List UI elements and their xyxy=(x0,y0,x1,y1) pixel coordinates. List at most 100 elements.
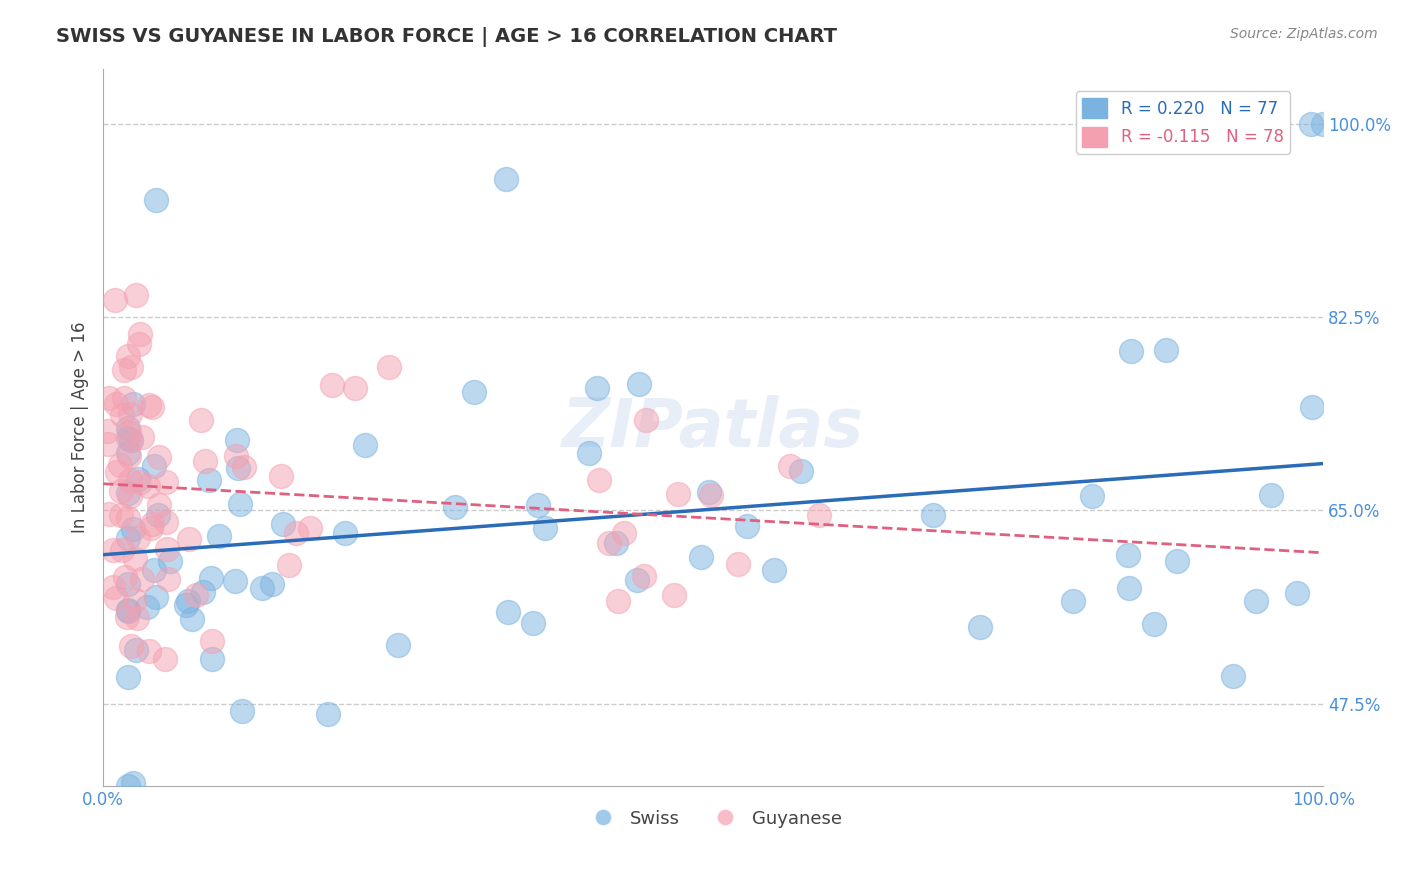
Text: ZIPatlas: ZIPatlas xyxy=(562,394,865,460)
Point xyxy=(522,616,544,631)
Point xyxy=(298,521,321,535)
Text: SWISS VS GUYANESE IN LABOR FORCE | AGE > 16 CORRELATION CHART: SWISS VS GUYANESE IN LABOR FORCE | AGE >… xyxy=(56,27,837,46)
Point xyxy=(118,408,141,422)
Point xyxy=(138,643,160,657)
Point xyxy=(120,639,142,653)
Point xyxy=(145,590,167,604)
Point xyxy=(136,599,159,614)
Point xyxy=(129,475,152,489)
Point xyxy=(117,421,139,435)
Point xyxy=(779,458,801,473)
Point xyxy=(146,508,169,522)
Point xyxy=(198,473,221,487)
Point xyxy=(463,384,485,399)
Point xyxy=(111,408,134,422)
Point xyxy=(208,529,231,543)
Point xyxy=(201,634,224,648)
Point xyxy=(201,652,224,666)
Point xyxy=(129,327,152,342)
Point xyxy=(278,558,301,572)
Point xyxy=(139,521,162,535)
Point xyxy=(131,572,153,586)
Point xyxy=(117,485,139,500)
Point xyxy=(157,573,180,587)
Point xyxy=(155,475,177,489)
Point xyxy=(585,381,607,395)
Point xyxy=(1299,117,1322,131)
Point xyxy=(527,499,550,513)
Point xyxy=(626,573,648,587)
Point xyxy=(141,517,163,532)
Point xyxy=(495,172,517,186)
Point xyxy=(159,553,181,567)
Point xyxy=(131,430,153,444)
Point xyxy=(128,337,150,351)
Point xyxy=(120,474,142,488)
Point xyxy=(578,446,600,460)
Point xyxy=(284,525,307,540)
Point xyxy=(97,437,120,451)
Point xyxy=(588,474,610,488)
Point xyxy=(117,670,139,684)
Point xyxy=(120,434,142,448)
Point xyxy=(112,391,135,405)
Point xyxy=(762,563,785,577)
Point xyxy=(270,469,292,483)
Point xyxy=(117,602,139,616)
Point xyxy=(190,412,212,426)
Point xyxy=(200,571,222,585)
Point xyxy=(117,780,139,794)
Point xyxy=(110,508,132,522)
Point xyxy=(124,592,146,607)
Point xyxy=(598,536,620,550)
Point xyxy=(96,424,118,438)
Point xyxy=(104,591,127,606)
Point xyxy=(127,472,149,486)
Point xyxy=(226,461,249,475)
Point xyxy=(605,535,627,549)
Point xyxy=(141,400,163,414)
Point xyxy=(117,531,139,545)
Point xyxy=(387,638,409,652)
Point xyxy=(148,498,170,512)
Point xyxy=(177,594,200,608)
Point xyxy=(117,446,139,460)
Point xyxy=(627,376,650,391)
Point xyxy=(533,521,555,535)
Point xyxy=(118,425,141,439)
Point xyxy=(181,612,204,626)
Point xyxy=(377,360,399,375)
Point xyxy=(105,465,128,479)
Point xyxy=(316,706,339,721)
Point xyxy=(225,433,247,447)
Point xyxy=(121,397,143,411)
Point xyxy=(225,450,247,464)
Point xyxy=(112,363,135,377)
Point xyxy=(110,484,132,499)
Point xyxy=(1246,594,1268,608)
Point xyxy=(1119,343,1142,358)
Legend: Swiss, Guyanese: Swiss, Guyanese xyxy=(578,803,849,835)
Point xyxy=(101,542,124,557)
Point xyxy=(273,516,295,531)
Point xyxy=(117,431,139,445)
Point xyxy=(664,588,686,602)
Point xyxy=(1143,617,1166,632)
Point xyxy=(125,643,148,657)
Point xyxy=(607,594,630,608)
Point xyxy=(136,479,159,493)
Point xyxy=(735,518,758,533)
Point xyxy=(153,652,176,666)
Point xyxy=(174,598,197,612)
Point xyxy=(727,557,749,571)
Point xyxy=(124,551,146,566)
Point xyxy=(117,511,139,525)
Point xyxy=(117,604,139,618)
Point xyxy=(496,605,519,619)
Point xyxy=(120,433,142,447)
Point xyxy=(1222,669,1244,683)
Point xyxy=(231,704,253,718)
Point xyxy=(184,588,207,602)
Point xyxy=(790,464,813,478)
Point xyxy=(104,293,127,308)
